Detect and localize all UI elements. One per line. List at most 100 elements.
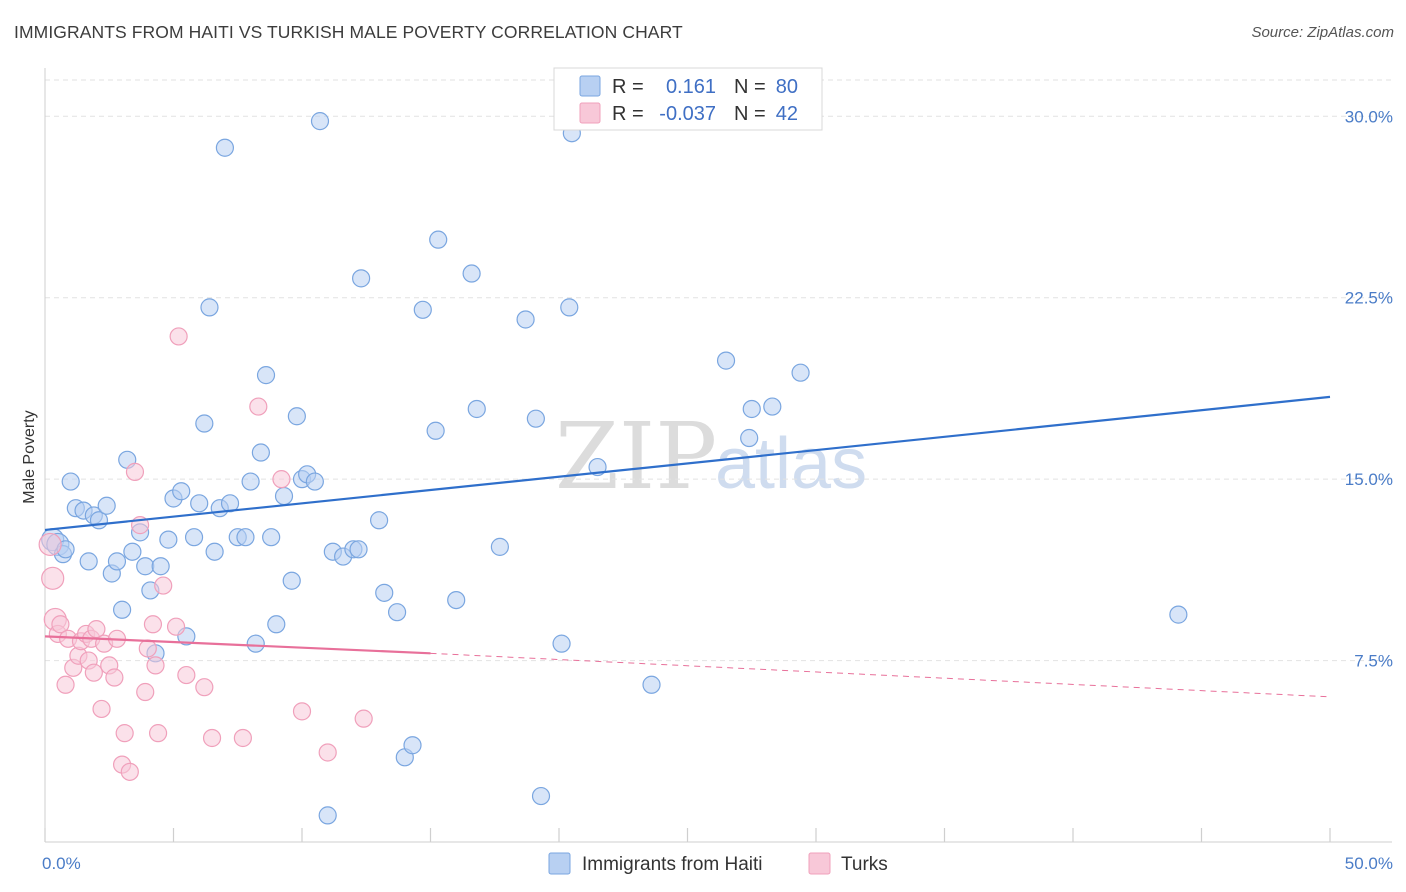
haiti-point-40 xyxy=(267,615,286,634)
haiti-point-35 xyxy=(241,472,260,491)
haiti-point-20 xyxy=(151,557,170,576)
legend-stats: R = 0.161 N = 80 R = -0.037 N = 42 xyxy=(553,67,823,131)
turks-point-38 xyxy=(272,470,291,489)
y-tick-label-2: 22.5% xyxy=(1345,289,1393,308)
haiti-point-21 xyxy=(159,530,178,549)
legend-r-label-haiti: R = xyxy=(612,76,644,98)
haiti-point-61 xyxy=(429,230,448,249)
haiti-point-64 xyxy=(467,399,486,419)
haiti-point-55 xyxy=(375,583,394,602)
haiti-point-68 xyxy=(531,786,551,806)
legend-n-value-haiti: 80 xyxy=(776,76,798,98)
legend-r-value-haiti: 0.161 xyxy=(666,76,716,98)
haiti-point-69 xyxy=(552,634,571,653)
haiti-point-67 xyxy=(526,409,545,428)
turks-point-13 xyxy=(84,663,103,682)
series-legend-swatch-haiti xyxy=(548,852,571,875)
turks-point-27 xyxy=(143,615,163,634)
haiti-point-63 xyxy=(462,264,481,283)
legend-r-value-turks: -0.037 xyxy=(659,103,716,125)
y-tick-label-3: 30.0% xyxy=(1345,107,1393,126)
haiti-point-79 xyxy=(1169,605,1188,624)
haiti-point-23 xyxy=(172,482,191,501)
turks-point-23 xyxy=(125,462,145,481)
turks-point-37 xyxy=(249,397,268,416)
legend-swatch-turks xyxy=(579,102,601,124)
series-legend-swatch-turks xyxy=(808,852,831,875)
haiti-point-36 xyxy=(246,634,265,653)
haiti-point-47 xyxy=(310,112,330,131)
trend-line-turks xyxy=(44,635,431,655)
turks-point-5 xyxy=(56,675,75,694)
trend-line-turks-extension xyxy=(430,652,1331,698)
chart-source: Source: ZipAtlas.com xyxy=(1251,24,1394,41)
haiti-point-41 xyxy=(274,486,294,506)
turks-point-33 xyxy=(177,665,196,685)
turks-point-34 xyxy=(195,678,214,697)
axes xyxy=(44,68,1392,843)
watermark: ZIP atlas xyxy=(555,403,867,510)
trend-lines xyxy=(44,395,1331,698)
haiti-point-29 xyxy=(205,542,224,561)
haiti-point-12 xyxy=(107,552,127,571)
series-legend-label-turks: Turks xyxy=(841,854,888,875)
haiti-point-31 xyxy=(215,138,234,157)
haiti-point-59 xyxy=(413,300,432,319)
turks-point-1 xyxy=(41,566,65,590)
turks-point-29 xyxy=(148,724,168,743)
watermark-atlas: atlas xyxy=(715,424,867,504)
turks-point-32 xyxy=(169,327,188,346)
legend-n-label-turks: N = xyxy=(734,103,766,125)
haiti-point-78 xyxy=(791,363,810,382)
turks-point-30 xyxy=(154,576,173,595)
trend-line-haiti xyxy=(44,395,1331,532)
haiti-point-48 xyxy=(318,806,337,825)
legend-n-value-turks: 42 xyxy=(776,103,798,125)
haiti-point-28 xyxy=(200,298,219,317)
turks-point-15 xyxy=(92,699,111,719)
turks-point-4 xyxy=(51,615,70,634)
haiti-point-58 xyxy=(403,736,422,755)
haiti-point-65 xyxy=(490,537,509,556)
turks-point-18 xyxy=(105,668,124,687)
turks-point-22 xyxy=(120,762,139,781)
turks-point-26 xyxy=(138,639,157,658)
haiti-point-25 xyxy=(184,528,204,547)
haiti-point-56 xyxy=(387,603,407,622)
haiti-point-39 xyxy=(262,528,281,547)
turks-point-41 xyxy=(354,709,373,728)
x-tick-label-max: 50.0% xyxy=(1345,854,1393,873)
turks-point-0 xyxy=(38,532,62,557)
haiti-point-4 xyxy=(61,472,80,491)
turks-point-36 xyxy=(233,728,252,748)
turks-point-40 xyxy=(318,743,337,762)
turks-point-35 xyxy=(202,728,222,748)
turks-point-39 xyxy=(292,702,312,721)
haiti-point-76 xyxy=(742,399,761,419)
haiti-point-70 xyxy=(560,298,579,317)
haiti-point-26 xyxy=(190,494,209,513)
haiti-point-34 xyxy=(236,528,255,547)
turks-point-21 xyxy=(115,724,134,743)
turks-point-28 xyxy=(146,656,165,675)
haiti-point-62 xyxy=(447,590,466,610)
haiti-point-38 xyxy=(256,366,276,385)
legend-swatch-haiti xyxy=(579,75,601,97)
haiti-point-13 xyxy=(112,600,132,619)
watermark-zip: ZIP xyxy=(555,403,717,510)
haiti-point-7 xyxy=(79,552,98,571)
haiti-point-60 xyxy=(426,421,445,440)
chart-title: IMMIGRANTS FROM HAITI VS TURKISH MALE PO… xyxy=(14,22,683,42)
haiti-point-42 xyxy=(282,571,301,590)
haiti-point-43 xyxy=(287,407,306,426)
haiti-point-53 xyxy=(352,269,371,288)
haiti-point-37 xyxy=(251,443,270,462)
haiti-point-74 xyxy=(716,351,736,370)
y-tick-label-1: 15.0% xyxy=(1345,470,1393,489)
haiti-point-54 xyxy=(370,511,389,530)
haiti-point-10 xyxy=(97,496,116,515)
legend-r-label-turks: R = xyxy=(612,103,644,125)
haiti-point-52 xyxy=(349,540,368,559)
series-legend: Immigrants from Haiti Turks xyxy=(548,852,888,875)
